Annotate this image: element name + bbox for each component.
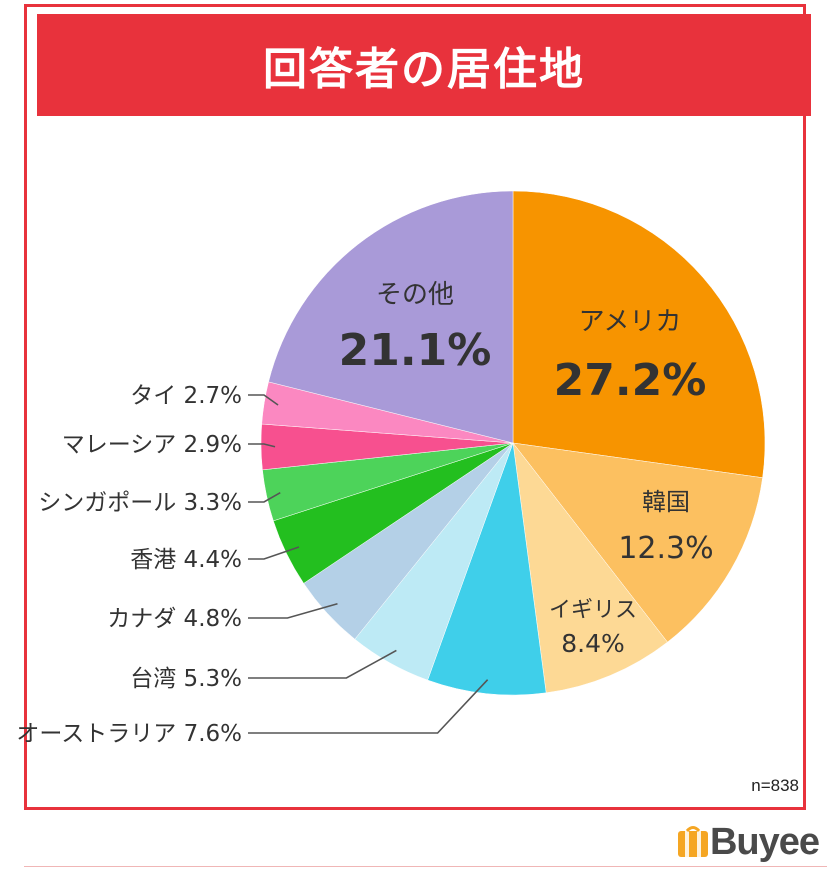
slice-value-1: 12.3% bbox=[618, 531, 713, 566]
title-banner: 回答者の居住地 bbox=[37, 14, 811, 116]
slice-label-4: 台湾 5.3% bbox=[130, 666, 242, 692]
slice-value-0: 27.2% bbox=[554, 355, 707, 406]
slice-label-7: シンガポール 3.3% bbox=[38, 490, 242, 516]
buyee-logo: Buyee bbox=[676, 820, 820, 863]
slice-label-6: 香港 4.4% bbox=[130, 547, 242, 573]
sample-size-note: n=838 bbox=[751, 776, 799, 795]
slice-label-0: アメリカ bbox=[579, 307, 682, 337]
leader-line-5 bbox=[248, 602, 338, 619]
slice-value-2: 8.4% bbox=[561, 629, 625, 658]
leader-line-7 bbox=[248, 492, 281, 503]
pie-slice-3 bbox=[427, 442, 547, 696]
pie-slice-0 bbox=[512, 190, 766, 479]
pie-slice-2 bbox=[512, 442, 668, 694]
slice-label-10: その他 bbox=[376, 280, 454, 310]
leader-line-4 bbox=[248, 649, 397, 679]
slice-label-1: 韓国 bbox=[642, 488, 690, 516]
slice-label-5: カナダ 4.8% bbox=[107, 606, 242, 632]
bottom-divider bbox=[24, 866, 827, 867]
slice-label-3: オーストラリア 7.6% bbox=[16, 721, 242, 747]
leader-line-3 bbox=[248, 679, 489, 734]
buyee-bag-icon bbox=[677, 826, 708, 857]
slice-label-8: マレーシア 2.9% bbox=[62, 432, 242, 458]
pie-slice-1 bbox=[512, 442, 763, 643]
chart-title: 回答者の居住地 bbox=[263, 44, 585, 95]
slice-value-10: 21.1% bbox=[339, 325, 492, 376]
slice-label-2: イギリス bbox=[549, 598, 637, 623]
leader-line-8 bbox=[248, 443, 276, 448]
pie-slice-10 bbox=[268, 190, 514, 444]
brand-name: Buyee bbox=[709, 820, 820, 863]
slice-label-9: タイ 2.7% bbox=[130, 383, 242, 409]
leader-line-9 bbox=[248, 394, 279, 406]
leader-line-6 bbox=[248, 546, 300, 560]
